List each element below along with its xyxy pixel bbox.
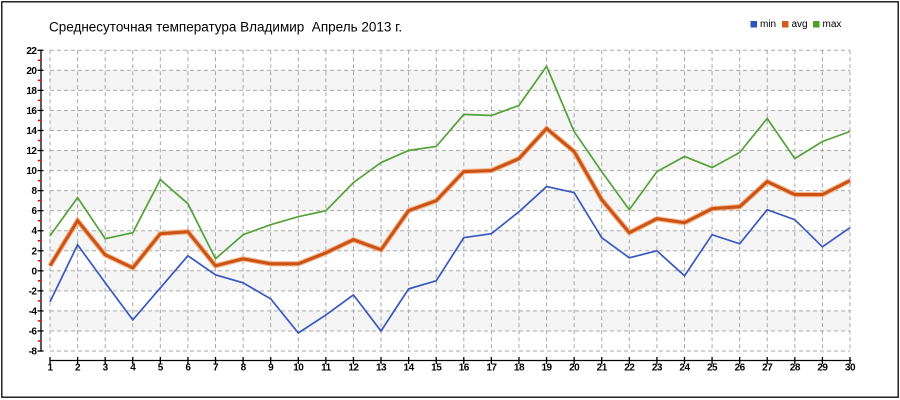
svg-text:24: 24 (679, 363, 690, 374)
svg-text:4: 4 (31, 226, 37, 237)
svg-text:14: 14 (404, 363, 415, 374)
svg-text:15: 15 (431, 363, 442, 374)
svg-text:14: 14 (26, 126, 37, 137)
svg-text:Среднесуточная температура Вла: Среднесуточная температура Владимир Апре… (49, 20, 402, 35)
svg-text:30: 30 (845, 363, 856, 374)
svg-text:3: 3 (103, 363, 109, 374)
svg-text:22: 22 (26, 46, 37, 57)
svg-text:21: 21 (597, 363, 608, 374)
svg-text:-2: -2 (29, 286, 38, 297)
svg-text:avg: avg (792, 19, 808, 30)
svg-text:9: 9 (268, 363, 274, 374)
svg-text:12: 12 (348, 363, 359, 374)
svg-text:26: 26 (735, 363, 746, 374)
svg-text:4: 4 (130, 363, 136, 374)
svg-text:18: 18 (26, 86, 37, 97)
svg-text:6: 6 (185, 363, 191, 374)
svg-text:6: 6 (31, 206, 37, 217)
svg-text:20: 20 (569, 363, 580, 374)
svg-text:20: 20 (26, 66, 37, 77)
svg-text:2: 2 (31, 246, 37, 257)
svg-text:13: 13 (376, 363, 387, 374)
svg-text:10: 10 (26, 166, 37, 177)
svg-text:18: 18 (514, 363, 525, 374)
svg-text:10: 10 (293, 363, 304, 374)
svg-text:2: 2 (75, 363, 81, 374)
svg-text:-4: -4 (29, 306, 38, 317)
svg-text:11: 11 (321, 363, 332, 374)
svg-text:16: 16 (26, 106, 37, 117)
svg-text:12: 12 (26, 146, 37, 157)
svg-text:28: 28 (790, 363, 801, 374)
svg-text:5: 5 (158, 363, 164, 374)
svg-text:19: 19 (541, 363, 552, 374)
svg-text:23: 23 (652, 363, 663, 374)
svg-text:8: 8 (241, 363, 247, 374)
svg-text:7: 7 (213, 363, 219, 374)
svg-text:27: 27 (762, 363, 773, 374)
svg-text:min: min (760, 19, 776, 30)
svg-text:25: 25 (707, 363, 718, 374)
svg-text:8: 8 (31, 186, 37, 197)
svg-text:-8: -8 (29, 347, 38, 358)
svg-text:29: 29 (817, 363, 828, 374)
svg-text:16: 16 (459, 363, 470, 374)
svg-text:-6: -6 (29, 326, 38, 337)
svg-text:22: 22 (624, 363, 635, 374)
svg-text:17: 17 (486, 363, 497, 374)
svg-text:1: 1 (47, 363, 53, 374)
svg-text:0: 0 (31, 266, 37, 277)
svg-text:max: max (823, 19, 842, 30)
